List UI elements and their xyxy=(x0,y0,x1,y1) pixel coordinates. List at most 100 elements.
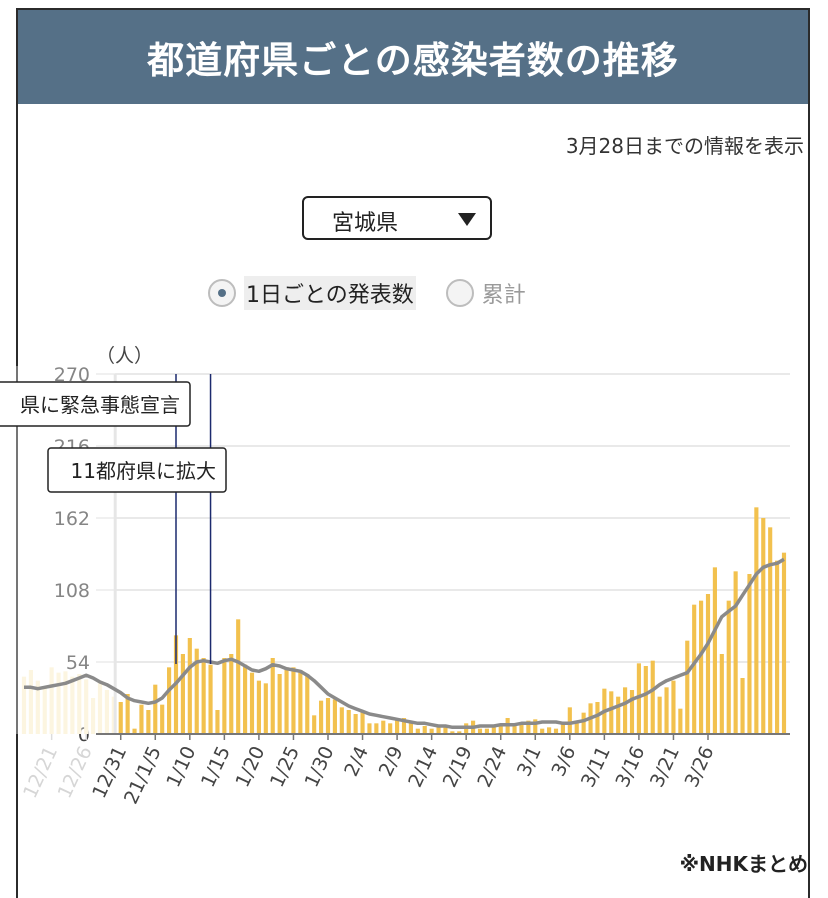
bar xyxy=(277,674,282,734)
radio-unselected-icon xyxy=(445,279,474,307)
bar xyxy=(63,671,68,734)
bar xyxy=(657,696,662,734)
bar xyxy=(401,718,407,734)
bar xyxy=(726,600,731,734)
y-tick-label: 108 xyxy=(54,580,90,602)
bar xyxy=(70,676,75,734)
bar xyxy=(319,700,324,734)
bar xyxy=(616,696,621,734)
bar xyxy=(422,726,427,734)
bar xyxy=(360,711,365,734)
x-tick-label: 2/24 xyxy=(473,743,511,791)
bar xyxy=(740,678,745,734)
bar xyxy=(719,654,724,734)
bar xyxy=(415,728,420,734)
bar xyxy=(712,567,717,734)
bar xyxy=(781,552,787,734)
x-tick-label: 1/20 xyxy=(231,743,269,791)
bar xyxy=(91,698,96,734)
daily-cases-chart: 270216162108540（人）県に緊急事態宣言11都府県に拡大12/211… xyxy=(0,345,790,808)
bar xyxy=(132,728,137,734)
bar xyxy=(526,720,531,734)
bar xyxy=(180,654,185,734)
bar xyxy=(270,658,275,734)
bar xyxy=(236,619,241,734)
x-tick-label: 3/6 xyxy=(547,743,580,780)
bar xyxy=(56,672,61,734)
bar xyxy=(547,727,552,734)
bar xyxy=(705,594,711,734)
event-annotation-box xyxy=(0,381,191,427)
bar xyxy=(477,728,483,734)
bar xyxy=(201,658,206,734)
radio-selected-icon xyxy=(208,279,236,307)
bar xyxy=(229,654,234,734)
bar xyxy=(457,731,462,734)
bar xyxy=(243,664,248,734)
bar xyxy=(194,648,199,734)
bar xyxy=(581,712,586,734)
bar xyxy=(222,658,227,734)
x-tick-label: 1/30 xyxy=(301,743,339,791)
bar xyxy=(408,722,413,734)
bar xyxy=(484,728,489,734)
bar xyxy=(153,684,158,734)
bar xyxy=(733,571,738,734)
bar xyxy=(291,667,296,734)
bar xyxy=(664,687,669,734)
bar xyxy=(574,723,579,734)
x-tick-label: 3/21 xyxy=(646,743,684,791)
bar xyxy=(353,714,358,734)
bar xyxy=(125,694,130,734)
x-tick-label: 2/14 xyxy=(404,743,442,791)
bar xyxy=(671,680,676,734)
bar xyxy=(284,667,289,734)
radio-daily[interactable]: 1日ごとの発表数 xyxy=(208,276,416,310)
moving-average-line xyxy=(24,557,785,730)
bar xyxy=(332,699,337,734)
event-annotation-box xyxy=(47,447,227,493)
bar xyxy=(623,687,628,734)
x-tick-label: 2/4 xyxy=(340,743,373,780)
bar xyxy=(167,667,172,734)
bar xyxy=(139,704,144,734)
x-tick-label: 2/9 xyxy=(375,743,408,780)
bar xyxy=(692,604,697,734)
bar xyxy=(512,723,517,734)
bar xyxy=(298,670,303,734)
bar xyxy=(761,518,766,734)
bar xyxy=(540,728,545,734)
y-tick-label: 270 xyxy=(54,364,90,386)
prefecture-select-value: 宮城県 xyxy=(332,211,399,236)
bar xyxy=(21,676,27,734)
x-tick-label: 1/10 xyxy=(162,743,200,791)
bar xyxy=(443,726,448,734)
bar xyxy=(35,680,40,734)
bar xyxy=(560,722,565,734)
x-tick-label: 1/25 xyxy=(266,743,304,791)
bar xyxy=(629,690,635,734)
event-annotation-label: 県に緊急事態宣言 xyxy=(20,393,180,417)
bar xyxy=(768,527,773,734)
bar xyxy=(650,660,655,734)
bar xyxy=(699,600,704,734)
bar xyxy=(97,683,103,734)
bar xyxy=(374,723,379,734)
bar xyxy=(678,708,683,734)
radio-cumulative[interactable]: 累計 xyxy=(445,277,526,309)
bar xyxy=(118,702,123,734)
bar xyxy=(49,667,54,734)
x-tick-label: 3/16 xyxy=(611,743,649,791)
page-title: 都道府県ごとの感染者数の推移 xyxy=(18,10,808,104)
bar xyxy=(643,666,648,734)
bar xyxy=(381,720,386,734)
bar xyxy=(388,723,393,734)
x-tick-label: 2/19 xyxy=(439,743,477,791)
faded-region xyxy=(0,366,116,734)
prefecture-select[interactable]: 宮城県 xyxy=(302,196,492,240)
bar xyxy=(256,680,261,734)
bar xyxy=(754,507,759,734)
bar xyxy=(84,679,89,734)
bar xyxy=(146,710,151,734)
x-tick-label: 3/26 xyxy=(681,743,719,791)
